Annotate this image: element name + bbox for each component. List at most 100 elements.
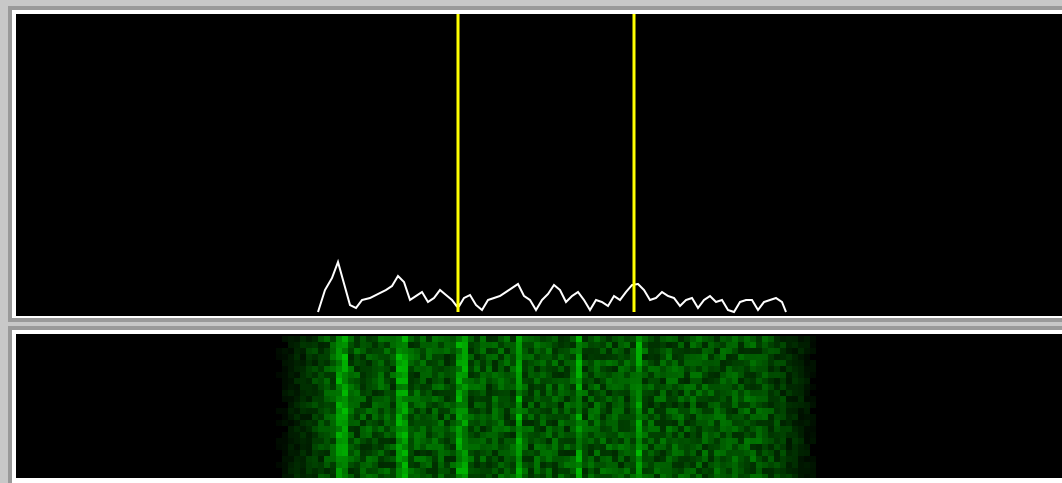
waterfall-cell [732,456,738,462]
waterfall-cell [732,390,738,396]
waterfall-cell [546,438,552,444]
waterfall-cell [450,462,456,468]
waterfall-cell [786,414,792,420]
waterfall-cell [522,408,528,414]
waterfall-cell [786,354,792,360]
waterfall-cell [540,336,546,342]
waterfall-cell [756,438,762,444]
waterfall-cell [360,402,366,408]
waterfall-cell [708,444,714,450]
waterfall-cell [336,360,342,366]
waterfall-cell [720,342,726,348]
waterfall-cell [648,408,654,414]
waterfall-cell [486,432,492,438]
waterfall-cell [798,378,804,384]
waterfall-cell [354,354,360,360]
waterfall-cell [714,384,720,390]
waterfall-cell [378,396,384,402]
waterfall-cell [438,402,444,408]
waterfall-cell [432,390,438,396]
waterfall-cell [678,474,684,478]
waterfall-cell [354,384,360,390]
waterfall-cell [738,414,744,420]
waterfall-cell [348,450,354,456]
waterfall-cell [294,474,300,478]
waterfall-cell [774,360,780,366]
waterfall-cell [672,342,678,348]
waterfall-cell [438,444,444,450]
waterfall-cell [798,396,804,402]
waterfall-cell [738,378,744,384]
waterfall-cell [774,468,780,474]
waterfall-cell [762,474,768,478]
waterfall-cell [342,390,348,396]
waterfall-cell [660,378,666,384]
waterfall-cell [540,342,546,348]
waterfall-cell [726,384,732,390]
waterfall-cell [300,336,306,342]
waterfall-cell [492,456,498,462]
waterfall-cell [444,414,450,420]
waterfall-cell [390,348,396,354]
waterfall-cell [432,372,438,378]
waterfall-cell [774,366,780,372]
waterfall-cell [498,396,504,402]
waterfall-cell [384,402,390,408]
waterfall-cell [624,390,630,396]
waterfall-cell [396,462,402,468]
waterfall-cell [288,402,294,408]
waterfall-cell [306,402,312,408]
waterfall-cell [336,336,342,342]
waterfall-cell [294,414,300,420]
waterfall-cell [426,366,432,372]
waterfall-cell [720,462,726,468]
waterfall-cell [336,402,342,408]
waterfall-cell [384,360,390,366]
waterfall-cell [672,414,678,420]
waterfall-cell [756,366,762,372]
waterfall-cell [636,456,642,462]
waterfall-cell [522,378,528,384]
waterfall-cell [762,408,768,414]
waterfall-cell [504,396,510,402]
waterfall-cell [408,414,414,420]
waterfall-cell [360,390,366,396]
waterfall-cell [546,336,552,342]
waterfall-cell [552,336,558,342]
waterfall-cell [570,450,576,456]
waterfall-cell [426,408,432,414]
waterfall-cell [444,474,450,478]
waterfall-cell [618,444,624,450]
waterfall-cell [792,444,798,450]
waterfall-cell [630,402,636,408]
waterfall-cell [654,468,660,474]
waterfall-cell [468,444,474,450]
waterfall-cell [612,414,618,420]
waterfall-cell [666,414,672,420]
waterfall-cell [456,444,462,450]
waterfall-cell [522,456,528,462]
waterfall-cell [798,426,804,432]
waterfall-cell [552,342,558,348]
waterfall-cell [702,360,708,366]
waterfall-cell [780,420,786,426]
waterfall-cell [396,336,402,342]
waterfall-cell [708,468,714,474]
waterfall-cell [300,396,306,402]
waterfall-cell [474,390,480,396]
waterfall-cell [558,474,564,478]
waterfall-cell [516,432,522,438]
waterfall-cell [342,450,348,456]
waterfall-cell [564,354,570,360]
waterfall-cell [426,336,432,342]
waterfall-cell [348,408,354,414]
waterfall-cell [684,354,690,360]
waterfall-cell [390,402,396,408]
waterfall-cell [450,426,456,432]
waterfall-cell [624,426,630,432]
waterfall-cell [498,468,504,474]
waterfall-cell [330,372,336,378]
waterfall-cell [708,366,714,372]
waterfall-cell [774,474,780,478]
waterfall-cell [450,432,456,438]
